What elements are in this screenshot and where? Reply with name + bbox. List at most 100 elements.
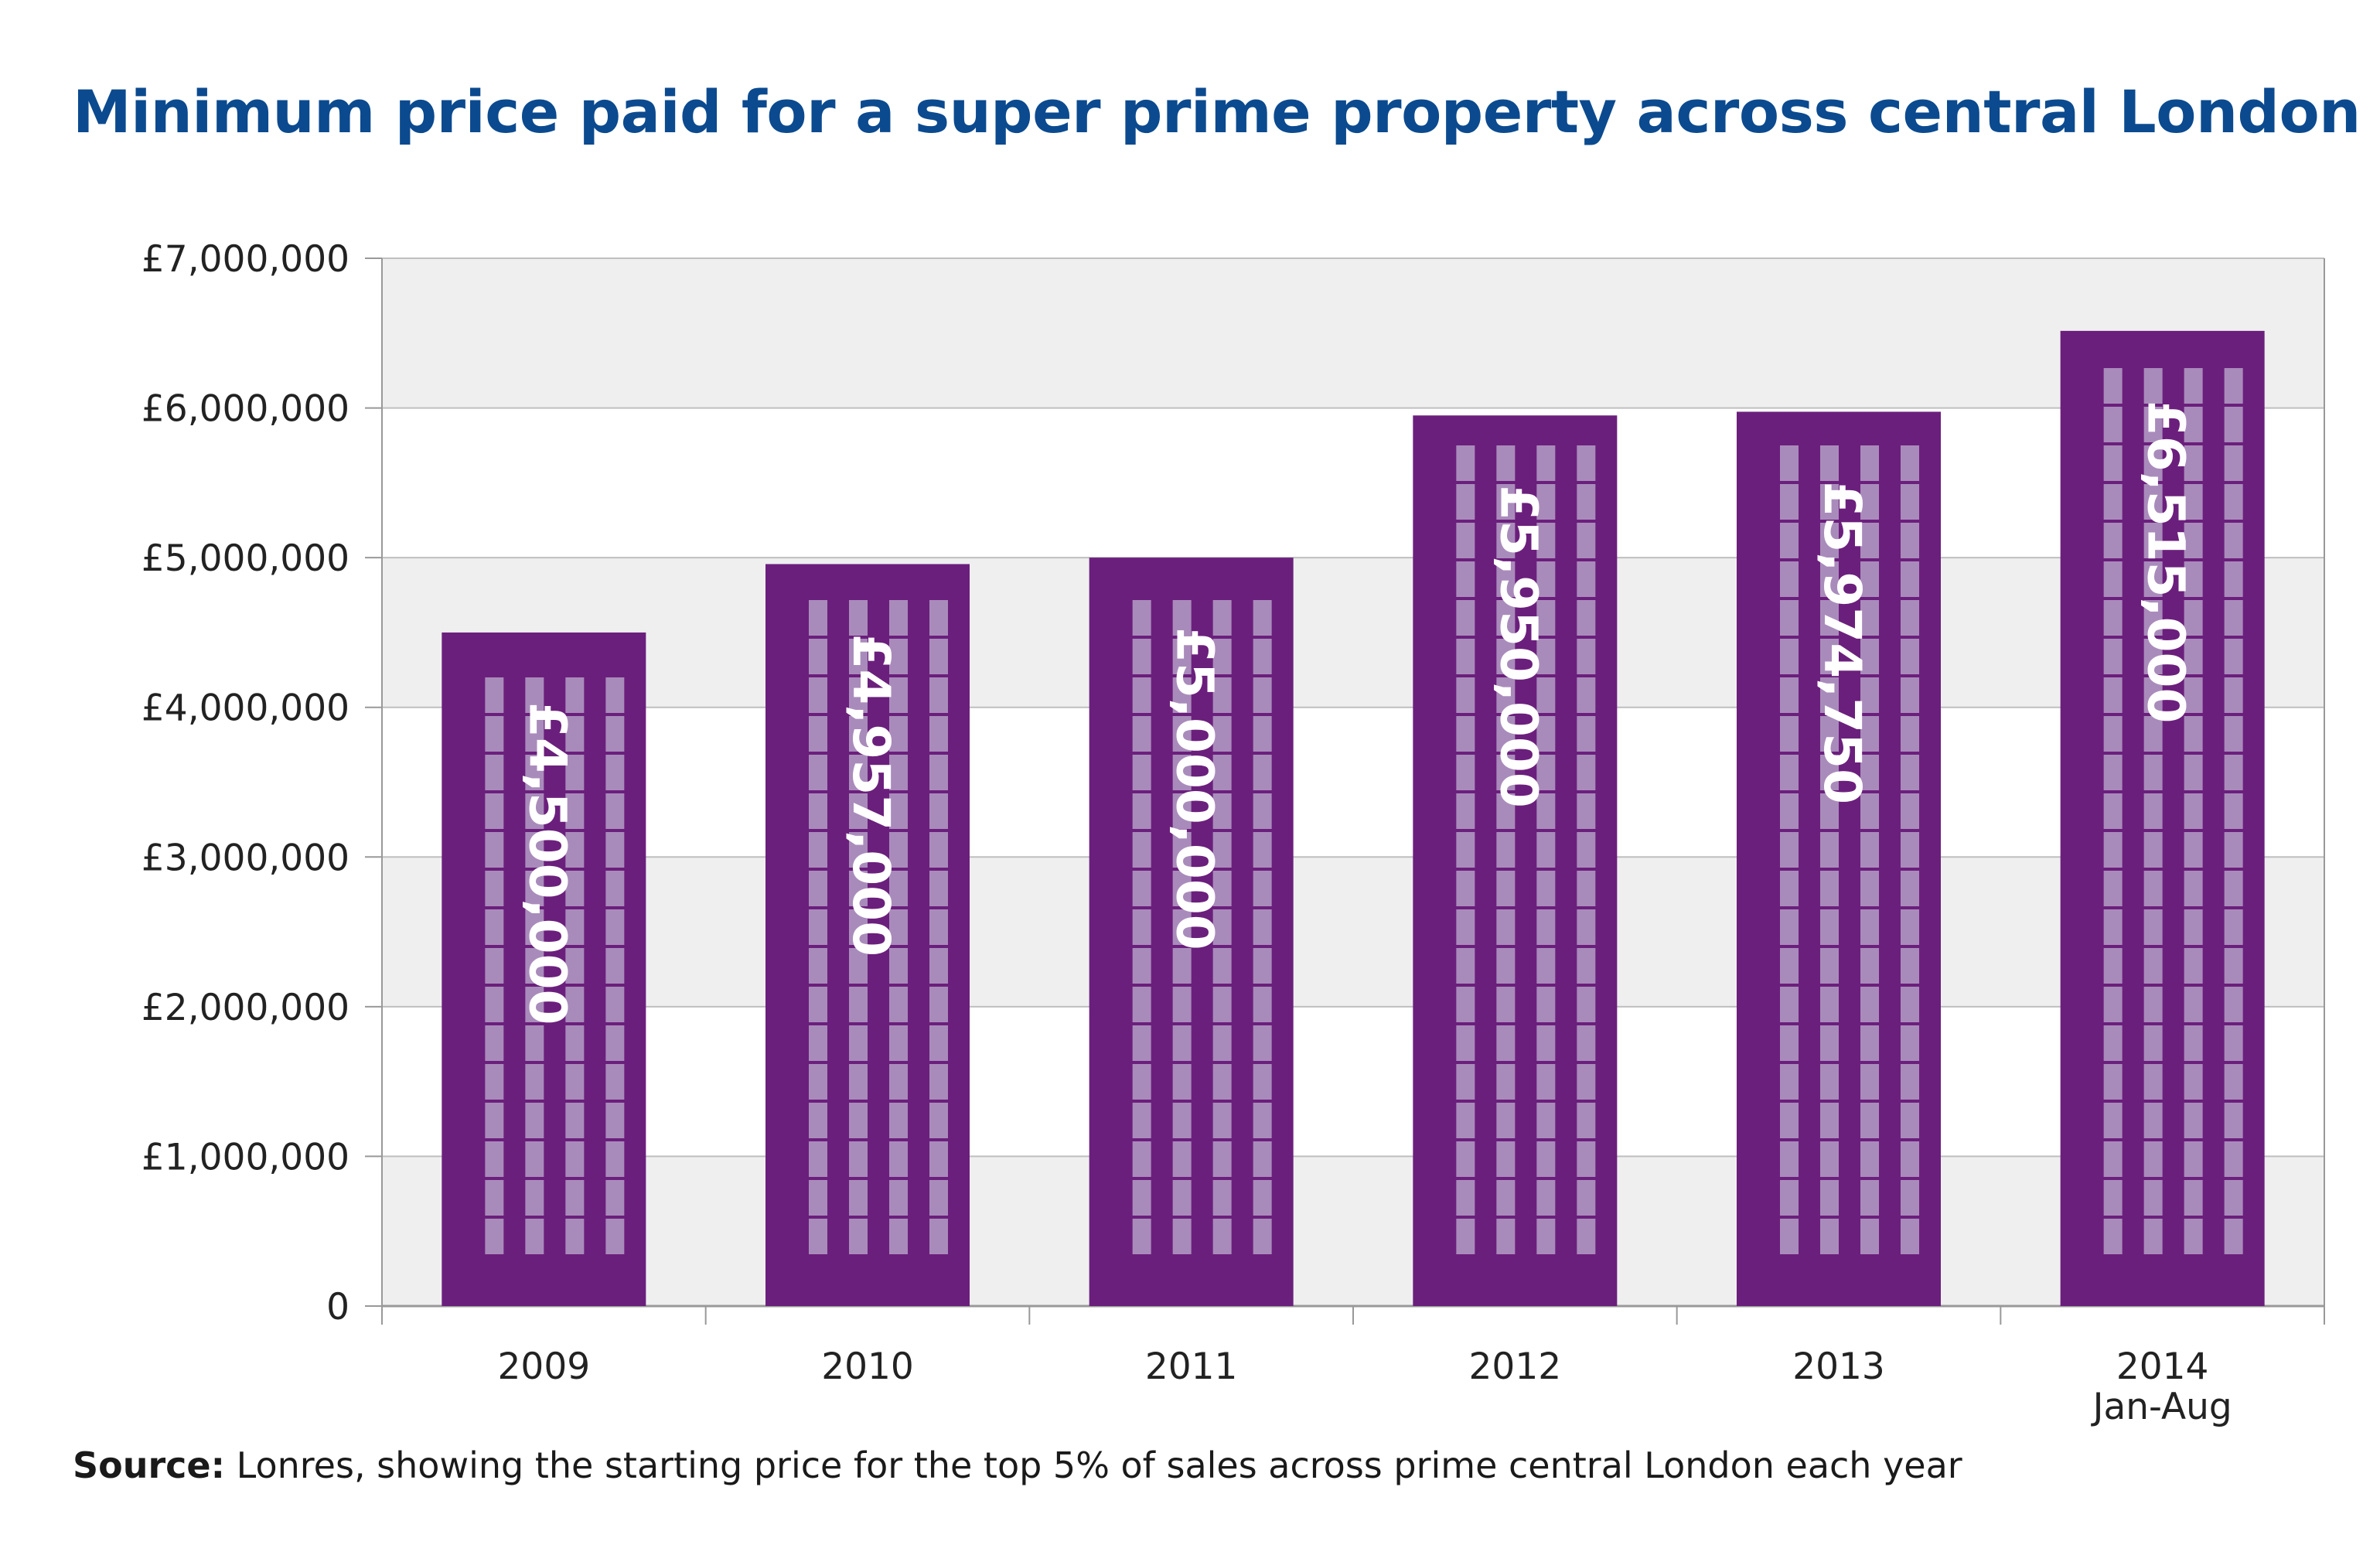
bar-window [849, 793, 868, 829]
bar-window [2103, 871, 2123, 906]
bar-window [2143, 484, 2163, 520]
bar-window [809, 1103, 827, 1138]
bar-window [1212, 716, 1232, 752]
bar-window [1212, 987, 1232, 1022]
bar-window [1577, 832, 1596, 868]
bar-window [929, 909, 948, 945]
bar-window [485, 832, 504, 868]
x-tick-label: 2013 [1792, 1345, 1885, 1388]
bar-window [1496, 639, 1516, 674]
bar-window [1172, 1180, 1192, 1216]
bar-window [889, 1219, 908, 1254]
bar-window [1901, 445, 1919, 481]
bar-window [1536, 948, 1556, 984]
bar-window [1536, 561, 1556, 597]
bar-window [1253, 1025, 1272, 1061]
bar-window [605, 716, 625, 752]
bar-window [565, 716, 585, 752]
bar-window [1253, 755, 1272, 790]
bar-window [525, 793, 544, 829]
bar-window [1860, 909, 1879, 945]
bar-window [849, 600, 868, 636]
chart-title: Minimum price paid for a super prime pro… [73, 77, 2361, 146]
bar-window [929, 871, 948, 906]
bar-window [1577, 948, 1596, 984]
bar-window [1577, 1180, 1596, 1216]
bar-window [1456, 948, 1475, 984]
bar-window [605, 871, 625, 906]
bar-window [485, 1141, 504, 1177]
bar-window [889, 1103, 908, 1138]
bar-window [1820, 639, 1839, 674]
bar-window [1780, 561, 1799, 597]
bar-window [2103, 1064, 2123, 1100]
bar-window [1577, 1219, 1596, 1254]
bar-window [1860, 1180, 1879, 1216]
bar-window [809, 1025, 827, 1061]
plot-band [382, 1156, 2324, 1306]
bar-window [889, 909, 908, 945]
bar-window [2184, 445, 2203, 481]
bar-window [849, 677, 868, 713]
bar-window [809, 832, 827, 868]
bar-window [2143, 1180, 2163, 1216]
bar-window [1456, 1025, 1475, 1061]
bar-window [2184, 1180, 2203, 1216]
bar-window [1253, 600, 1272, 636]
bar-window [525, 716, 544, 752]
bar-window [1780, 793, 1799, 829]
bar-window [1577, 445, 1596, 481]
bar-window [565, 755, 585, 790]
bar-window [1820, 1064, 1839, 1100]
bar-window [2143, 793, 2163, 829]
bar-window [849, 755, 868, 790]
bar-window [929, 600, 948, 636]
bar-window [1132, 909, 1151, 945]
bar-window [2103, 1103, 2123, 1138]
bar-window [1901, 832, 1919, 868]
bar-window [1456, 871, 1475, 906]
bar-window [485, 1180, 504, 1216]
data-label: £4,957,000 [841, 633, 901, 957]
bar-window [1780, 600, 1799, 636]
bar-window [1253, 832, 1272, 868]
bar-window [1820, 484, 1839, 520]
bar-window [2143, 948, 2163, 984]
bar-window [525, 987, 544, 1022]
bar-window [525, 1180, 544, 1216]
bar-window [1132, 1025, 1151, 1061]
bar-window [1536, 871, 1556, 906]
bar-window [2143, 871, 2163, 906]
bar-window [2143, 677, 2163, 713]
bar-window [1901, 1141, 1919, 1177]
bar-window [1860, 1141, 1879, 1177]
bar-window [605, 755, 625, 790]
bar-window [2143, 445, 2163, 481]
bar-window [809, 1141, 827, 1177]
bar-window [809, 716, 827, 752]
bar-window [525, 1219, 544, 1254]
bar-window [1172, 716, 1192, 752]
bar-window [1496, 484, 1516, 520]
bar-window [889, 1064, 908, 1100]
bar-window [1253, 909, 1272, 945]
bar-window [1860, 987, 1879, 1022]
bar-window [1536, 1180, 1556, 1216]
bar-window [1860, 832, 1879, 868]
bar-window [1780, 1064, 1799, 1100]
bar-window [1860, 1103, 1879, 1138]
bar-window [2224, 368, 2243, 404]
bar-window [1253, 948, 1272, 984]
bar-window [2224, 948, 2243, 984]
bar-window [2224, 832, 2243, 868]
data-label: £4,500,000 [517, 702, 577, 1025]
bar-window [2224, 523, 2243, 558]
bar-window [1132, 1180, 1151, 1216]
bar-window [485, 909, 504, 945]
bar-window [1780, 445, 1799, 481]
bar-window [1253, 1103, 1272, 1138]
bar-window [1253, 677, 1272, 713]
bar-window [2103, 484, 2123, 520]
bar-window [889, 639, 908, 674]
